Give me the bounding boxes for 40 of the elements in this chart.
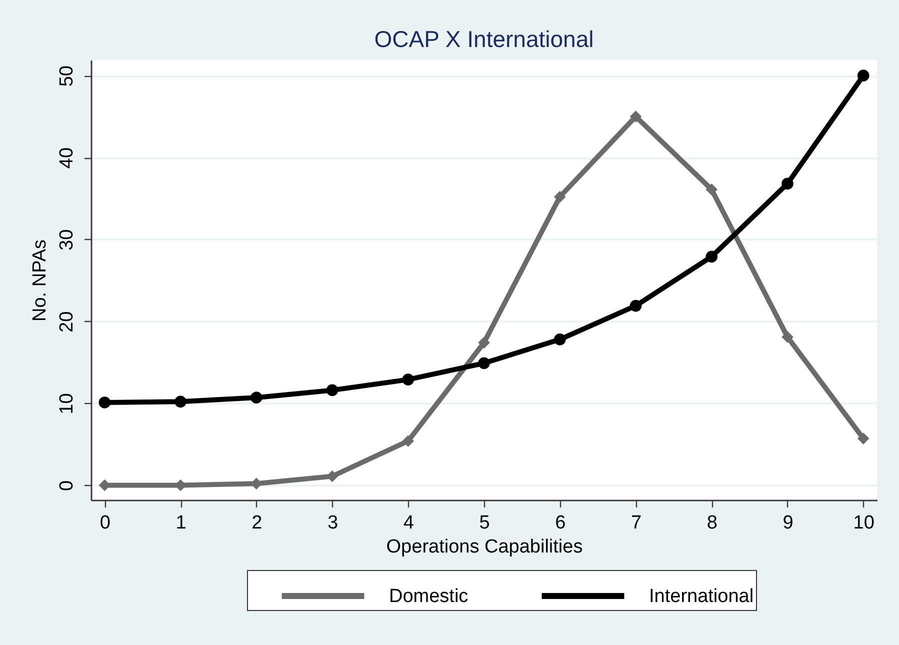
point [250,392,262,404]
point [98,396,111,408]
x-tick-label: 2 [252,512,262,534]
x-tick-label: 10 [853,512,874,534]
point [857,70,870,82]
x-tick-label: 4 [403,512,414,534]
point [478,357,490,370]
x-tick-label: 7 [630,512,642,534]
point [782,178,794,190]
x-tick-label: 5 [479,512,490,534]
point [782,331,794,343]
y-tick-label: 30 [56,229,78,251]
x-tick-label: 8 [706,512,718,534]
point [554,190,566,203]
y-tick-label: 50 [56,66,78,87]
x-tick-label: 3 [327,512,338,534]
point [857,432,870,444]
point [630,300,642,312]
point [630,110,642,122]
x-tick-label: 6 [555,512,566,534]
point [478,336,490,349]
x-axis-title: Operations Capabilities [386,536,583,558]
point [554,334,566,346]
legend-label: International [649,586,754,607]
legend-label: Domestic [389,586,468,607]
point [174,396,186,408]
point [402,374,414,386]
point [402,435,414,447]
y-tick-label: 10 [56,393,78,414]
point [706,184,718,196]
y-tick-label: 20 [56,311,78,332]
y-tick-label: 40 [56,147,78,169]
point [706,250,718,263]
x-tick-label: 9 [782,512,794,534]
chart-title: OCAP X International [374,26,594,52]
point [326,384,338,396]
x-tick-label: 0 [100,512,110,534]
x-tick-label: 1 [176,512,186,534]
y-tick-label: 0 [56,480,78,492]
y-axis-title: No. NPAs [30,239,50,322]
